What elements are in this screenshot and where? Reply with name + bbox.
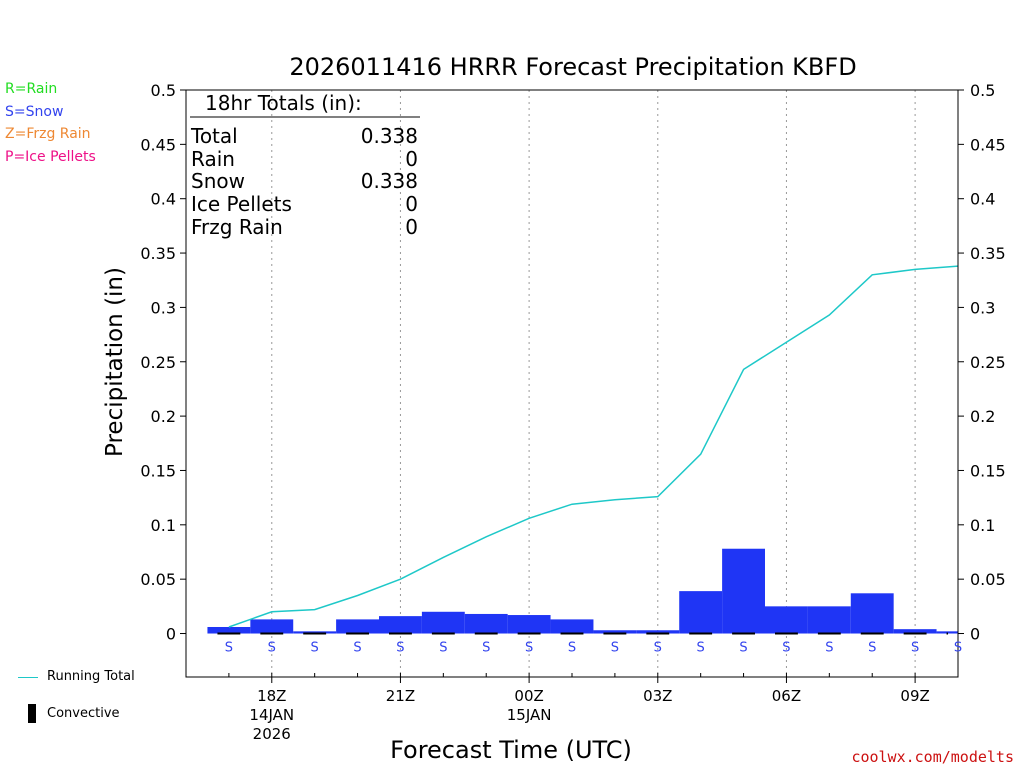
precip-bar — [379, 616, 422, 634]
ptype-marker: S — [868, 641, 876, 656]
y-tick-label-right: 0.5 — [970, 81, 995, 100]
totals-header: 18hr Totals (in): — [205, 91, 362, 115]
x-tick-label: 14JAN — [249, 706, 294, 724]
y-tick-label-left: 0.05 — [140, 570, 176, 589]
ptype-marker: S — [654, 641, 662, 656]
precip-bar — [421, 611, 465, 634]
ptype-marker: S — [396, 641, 404, 656]
x-tick-label: 06Z — [772, 687, 801, 705]
y-tick-label-right: 0.2 — [970, 407, 995, 426]
ptype-marker: S — [954, 641, 962, 656]
running-total-swatch-icon — [18, 677, 38, 678]
x-tick-label: 00Z — [514, 687, 543, 705]
ptype-marker: S — [525, 641, 533, 656]
x-tick-label: 03Z — [643, 687, 672, 705]
y-tick-label-right: 0.15 — [970, 461, 1006, 480]
precip-bar — [293, 631, 337, 634]
ptype-marker: S — [225, 641, 233, 656]
y-tick-label-right: 0.3 — [970, 298, 995, 317]
x-tick-label: 15JAN — [507, 706, 552, 724]
y-tick-label-left: 0.5 — [151, 81, 176, 100]
y-tick-label-left: 0.3 — [151, 298, 176, 317]
y-tick-label-right: 0.35 — [970, 244, 1006, 263]
y-tick-label-right: 0.05 — [970, 570, 1006, 589]
precip-bar — [250, 619, 294, 634]
precip-bar — [893, 629, 937, 634]
x-tick-label: 2026 — [253, 725, 291, 743]
precip-bar — [550, 619, 594, 634]
y-axis-label: Precipitation (in) — [102, 267, 128, 457]
ptype-marker: S — [311, 641, 319, 656]
legend-ice-pellets: P=Ice Pellets — [5, 149, 96, 165]
credit-text: coolwx.com/modelts — [851, 748, 1014, 766]
precip-bar — [207, 626, 251, 634]
precip-bar — [850, 593, 894, 634]
precip-bar — [507, 615, 551, 634]
totals-row-value-frzg-rain: 0 — [405, 215, 418, 239]
precip-bar — [636, 630, 680, 634]
ptype-marker: S — [353, 641, 361, 656]
precip-bar — [765, 606, 808, 634]
ptype-marker: S — [825, 641, 833, 656]
legend-snow: S=Snow — [5, 104, 64, 120]
running-total-legend-label: Running Total — [47, 669, 135, 684]
precip-bar — [722, 548, 765, 634]
y-tick-label-right: 0 — [970, 625, 980, 644]
y-tick-label-right: 0.1 — [970, 516, 995, 535]
ptype-marker: S — [782, 641, 790, 656]
y-tick-label-left: 0.35 — [140, 244, 176, 263]
running-total-line — [228, 265, 959, 628]
x-tick-label: 21Z — [386, 687, 415, 705]
convective-legend-label: Convective — [47, 706, 120, 721]
totals-row-value-ice-pellets: 0 — [405, 192, 418, 216]
chart-title: 2026011416 HRRR Forecast Precipitation K… — [289, 53, 856, 81]
y-tick-label-left: 0.45 — [140, 135, 176, 154]
y-tick-label-right: 0.25 — [970, 353, 1006, 372]
totals-row-value-snow: 0.338 — [361, 169, 418, 193]
ptype-marker: S — [268, 641, 276, 656]
y-tick-label-left: 0.2 — [151, 407, 176, 426]
y-tick-label-left: 0 — [166, 625, 176, 644]
x-tick-label: 18Z — [257, 687, 286, 705]
ptype-marker: S — [697, 641, 705, 656]
x-axis-label: Forecast Time (UTC) — [390, 736, 632, 764]
convective-swatch-icon — [28, 704, 36, 723]
ptype-marker: S — [439, 641, 447, 656]
totals-row-label-ice-pellets: Ice Pellets — [191, 192, 292, 216]
ptype-marker: S — [611, 641, 619, 656]
ptype-marker: S — [739, 641, 747, 656]
precip-bar — [464, 613, 508, 634]
y-tick-label-left: 0.4 — [151, 190, 176, 209]
totals-row-label-rain: Rain — [191, 147, 235, 171]
x-tick-label: 09Z — [900, 687, 929, 705]
y-tick-label-right: 0.45 — [970, 135, 1006, 154]
ptype-marker: S — [568, 641, 576, 656]
precip-bar — [936, 631, 958, 634]
totals-row-value-total: 0.338 — [361, 124, 418, 148]
totals-row-label-total: Total — [190, 124, 238, 148]
precip-bar — [679, 591, 723, 634]
legend-frzg-rain: Z=Frzg Rain — [5, 126, 91, 142]
totals-row-value-rain: 0 — [405, 147, 418, 171]
ptype-marker: S — [482, 641, 490, 656]
totals-row-label-frzg-rain: Frzg Rain — [191, 215, 283, 239]
precip-bar — [336, 619, 379, 634]
ptype-marker: S — [911, 641, 919, 656]
y-tick-label-left: 0.15 — [140, 461, 176, 480]
y-tick-label-left: 0.25 — [140, 353, 176, 372]
precip-bar — [593, 630, 637, 634]
plot-frame — [185, 89, 959, 678]
y-tick-label-right: 0.4 — [970, 190, 995, 209]
y-tick-label-left: 0.1 — [151, 516, 176, 535]
legend-rain: R=Rain — [5, 81, 58, 97]
precip-bar — [807, 606, 851, 634]
totals-row-label-snow: Snow — [191, 169, 245, 193]
